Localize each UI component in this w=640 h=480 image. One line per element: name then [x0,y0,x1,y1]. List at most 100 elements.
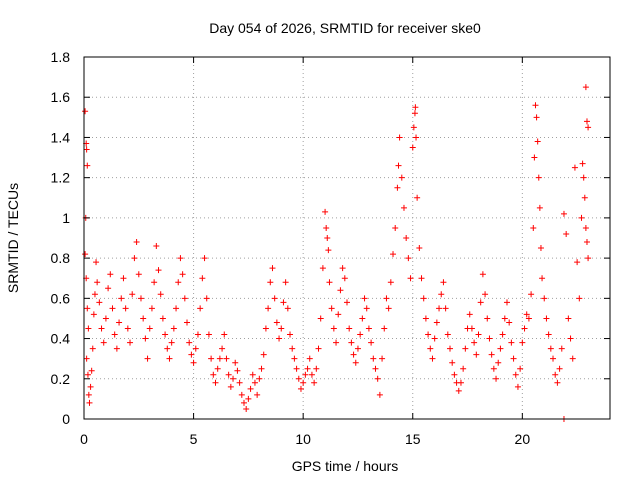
data-point [330,325,337,332]
data-point [131,255,138,262]
data-point [223,355,230,362]
data-point [190,359,197,366]
data-point [531,154,538,161]
data-point [554,379,561,386]
data-point [85,325,92,332]
data-point [282,279,289,286]
data-point [227,383,234,390]
data-point [177,255,184,262]
data-point [545,331,552,338]
data-point [98,325,105,332]
data-point [315,345,322,352]
data-point [181,295,188,302]
data-point [105,285,112,292]
y-tick-label: 1.2 [51,170,71,186]
data-point [113,345,120,352]
data-point [541,295,548,302]
y-tick-label: 1.6 [51,89,71,105]
data-point [486,335,493,342]
data-point [291,355,298,362]
y-tick-label: 1.4 [51,129,71,145]
data-point [455,387,462,394]
data-point [232,359,239,366]
data-point [249,371,256,378]
data-point [451,371,458,378]
data-point [563,230,570,237]
data-point [433,319,440,326]
data-point [96,299,103,306]
data-point [82,108,89,115]
data-point [111,331,118,338]
data-point [514,383,521,390]
data-point [164,345,171,352]
y-tick-label: 1.8 [51,49,71,65]
data-point [466,311,473,318]
data-point [159,315,166,322]
data-point [135,271,142,278]
data-point [144,355,151,362]
data-point [521,325,528,332]
data-point [173,305,180,312]
data-point [503,299,510,306]
data-point [219,345,226,352]
data-point [278,325,285,332]
data-point [379,355,386,362]
data-point [93,259,100,266]
data-point [533,114,540,121]
data-point [585,255,592,262]
data-point [543,315,550,322]
x-tick-label: 0 [80,431,88,447]
data-point [357,331,364,338]
data-point [287,331,294,338]
data-point [396,134,403,141]
data-point [457,379,464,386]
data-point [87,383,94,390]
data-point [225,371,232,378]
data-point [400,204,407,211]
data-point [148,305,155,312]
data-point [203,295,210,302]
data-point [325,247,332,254]
data-point [536,204,543,211]
data-point [484,315,491,322]
data-point [525,315,532,322]
data-point [262,325,269,332]
data-point [365,325,372,332]
data-point [558,345,565,352]
data-point [571,164,578,171]
data-point [84,305,91,312]
data-point [346,325,353,332]
data-point [431,335,438,342]
data-point [90,311,97,318]
data-point [91,291,98,298]
data-point [578,214,585,221]
x-axis-label: GPS time / hours [292,458,399,474]
data-point [221,331,228,338]
data-point [269,265,276,272]
data-point [422,315,429,322]
data-point [341,275,348,282]
data-point [407,275,414,282]
data-point [84,371,91,378]
data-point [412,104,419,111]
data-point [436,305,443,312]
data-point [376,391,383,398]
data-point [392,224,399,231]
data-point [414,194,421,201]
data-point [175,279,182,286]
data-point [497,345,504,352]
data-point [462,345,469,352]
data-point [140,315,147,322]
axis-ticks [83,56,610,420]
data-point [427,345,434,352]
data-point [344,299,350,306]
x-tick-labels: 0 5 10 15 20 [80,431,530,447]
data-point [372,365,379,372]
data-point [100,339,107,346]
data-point [495,359,502,366]
grid [84,57,610,419]
data-point [413,134,420,141]
plot-frame [83,56,611,420]
data-point [438,291,445,298]
data-point [479,271,486,278]
